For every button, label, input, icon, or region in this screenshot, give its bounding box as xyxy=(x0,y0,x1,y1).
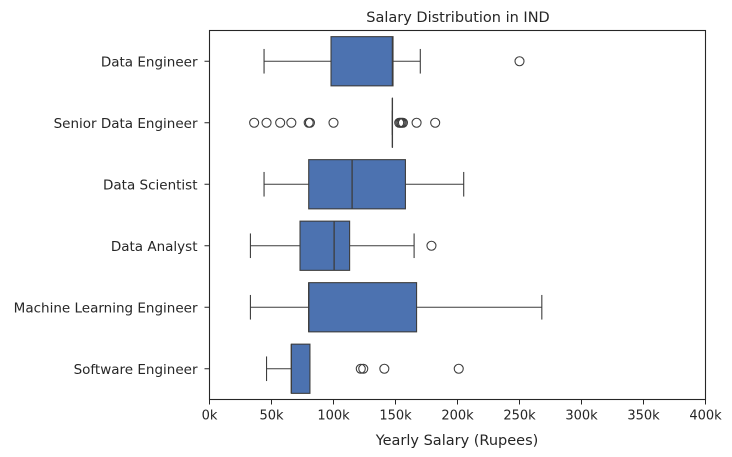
iqr-box xyxy=(299,220,351,271)
plot-frame xyxy=(208,29,707,401)
x-tick-label: 100k xyxy=(317,409,350,424)
box-data-analyst xyxy=(249,220,437,271)
y-tick-label: Data Scientist xyxy=(103,177,198,193)
chart-title: Salary Distribution in IND xyxy=(366,10,549,26)
outlier-point xyxy=(261,117,272,128)
outlier-point xyxy=(249,117,260,128)
outlier-point xyxy=(514,56,525,67)
outlier-point xyxy=(379,363,390,374)
outlier-point xyxy=(328,117,339,128)
x-tick-label: 50k xyxy=(259,409,284,424)
box-machine-learning-engineer xyxy=(249,282,543,333)
x-tick-label: 350k xyxy=(627,409,660,424)
x-tick-label: 0k xyxy=(202,409,218,424)
outlier-point xyxy=(411,117,422,128)
box-senior-data-engineer xyxy=(249,97,441,148)
outlier-point xyxy=(426,240,437,251)
iqr-box xyxy=(308,282,418,333)
x-axis-ticks: 0k 50k 100k 150k 200k 250k 300k 350k 400k xyxy=(202,399,722,424)
y-tick-label: Senior Data Engineer xyxy=(54,116,198,132)
outlier-point xyxy=(453,363,464,374)
iqr-box xyxy=(290,343,311,394)
outlier-point xyxy=(304,117,315,128)
y-tick-label: Data Engineer xyxy=(101,54,198,70)
outlier-point xyxy=(286,117,297,128)
iqr-box xyxy=(308,159,406,210)
box-group xyxy=(249,36,543,394)
outlier-point xyxy=(430,117,441,128)
x-axis-label: Yearly Salary (Rupees) xyxy=(375,433,539,449)
x-tick-label: 150k xyxy=(379,409,412,424)
outlier-point xyxy=(397,117,408,128)
x-tick-label: 300k xyxy=(565,409,598,424)
outlier-point xyxy=(275,117,286,128)
iqr-box xyxy=(330,36,394,87)
x-tick-label: 200k xyxy=(441,409,474,424)
x-tick-label: 400k xyxy=(689,409,722,424)
y-tick-label: Software Engineer xyxy=(74,362,198,378)
x-tick-label: 250k xyxy=(503,409,536,424)
box-data-engineer xyxy=(263,36,525,87)
y-tick-label: Data Analyst xyxy=(111,239,198,255)
box-software-engineer xyxy=(265,343,464,394)
outlier-point xyxy=(358,363,369,374)
y-axis-ticks: Data Engineer Senior Data Engineer Data Sc… xyxy=(14,54,210,378)
y-tick-label: Machine Learning Engineer xyxy=(14,300,198,316)
outlier-point xyxy=(355,363,366,374)
box-data-scientist xyxy=(263,159,465,210)
